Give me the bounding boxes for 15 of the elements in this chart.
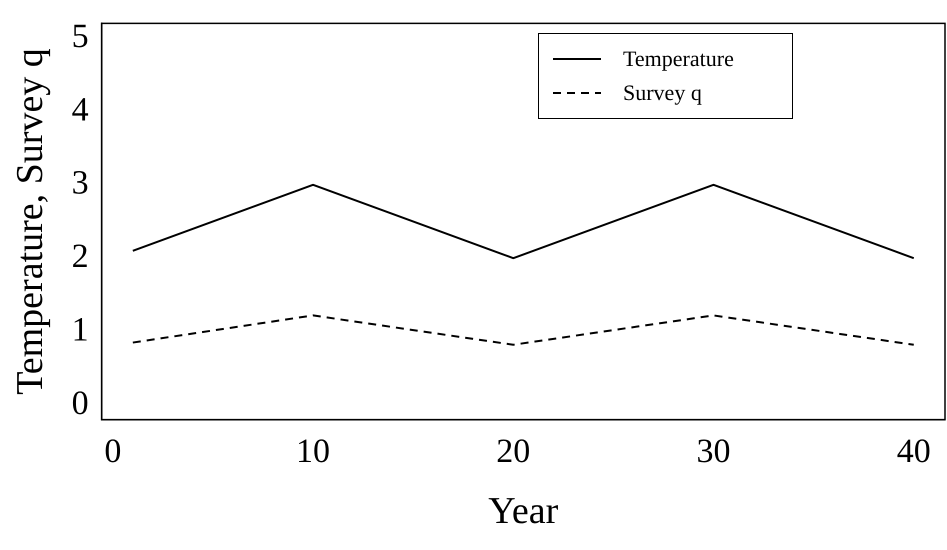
x-tick-label: 30	[696, 432, 731, 470]
x-tick-label: 0	[104, 432, 122, 470]
x-tick-label: 20	[496, 432, 530, 470]
y-tick-label: 3	[72, 164, 89, 202]
x-tick-label: 40	[896, 432, 931, 470]
y-tick-label: 4	[72, 91, 89, 128]
y-tick-label: 2	[72, 238, 89, 276]
legend-label: Temperature	[623, 45, 734, 74]
x-tick-label: 10	[296, 432, 330, 470]
y-tick-label: 0	[72, 384, 89, 422]
legend-label: Survey q	[623, 79, 702, 108]
y-axis-title: Temperature, Survey q	[8, 48, 51, 395]
y-tick-label: 5	[72, 18, 89, 55]
x-axis-title: Year	[488, 490, 559, 532]
y-tick-label: 1	[72, 311, 89, 348]
